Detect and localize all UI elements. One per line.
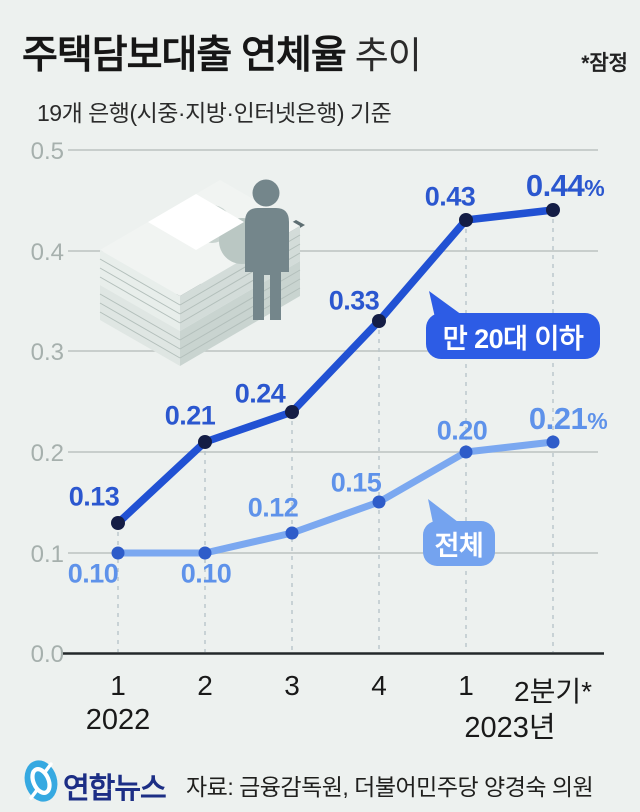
data-label-under20: 0.43: [424, 181, 476, 212]
data-label-total: 0.10: [180, 558, 232, 589]
data-label-total: 0.20: [436, 415, 488, 446]
x-tick-label: 1: [458, 670, 474, 701]
provisional-footnote: *잠정: [581, 52, 628, 75]
series-dots-under20: [111, 203, 560, 530]
data-label-under20: 0.33: [328, 285, 380, 316]
y-tick-label: 0.3: [30, 339, 64, 366]
tag-tail-total: [428, 499, 458, 528]
series-tag-under20: 만 20대 이하: [426, 313, 600, 359]
title-sub: 추이: [354, 35, 422, 76]
y-tick-label: 0.0: [30, 641, 64, 668]
data-label-total: 0.15: [330, 467, 382, 498]
x-tick-label: 2분기*: [514, 676, 592, 707]
data-label-under20: 0.24: [234, 378, 286, 409]
x-tick-label: 4: [371, 670, 387, 701]
data-label-under20-final: 0.44%: [525, 168, 605, 204]
value: 0.21: [528, 401, 588, 436]
y-tick-label: 0.4: [30, 239, 64, 266]
data-label-under20: 0.13: [68, 481, 120, 512]
x-group-label-2023: 2023년: [464, 712, 556, 744]
series-line-total: [114, 438, 557, 557]
person-icon: [245, 179, 289, 320]
title-main: 주택담보대출 연체율: [22, 34, 347, 77]
series-line-under20: [114, 206, 557, 527]
brand-name: 연합뉴스: [63, 773, 167, 805]
page-title: 주택담보대출 연체율 추이: [22, 24, 422, 80]
yonhap-logo-icon: [24, 760, 58, 802]
percent-sign: %: [584, 175, 605, 201]
y-tick-label: 0.1: [30, 541, 64, 568]
chart-subtitle: 19개 은행(시중·지방·인터넷은행) 기준: [37, 100, 392, 126]
x-tick-label: 2: [197, 670, 213, 701]
x-tick-label: 3: [284, 670, 300, 701]
series-dots-total: [111, 435, 560, 560]
data-label-total: 0.12: [247, 492, 299, 523]
series-tag-total: 전체: [423, 521, 495, 566]
value: 0.44: [525, 168, 585, 203]
percent-sign: %: [587, 408, 608, 434]
x-group-label-2022: 2022: [85, 704, 151, 736]
data-label-total-final: 0.21%: [528, 401, 608, 437]
data-label-total: 0.10: [67, 558, 119, 589]
data-label-under20: 0.21: [164, 400, 216, 431]
x-tick-label: 1: [110, 670, 126, 701]
y-tick-label: 0.2: [30, 440, 64, 467]
source-credit: 자료: 금융감독원, 더불어민주당 양경숙 의원: [186, 774, 594, 800]
y-tick-label: 0.5: [30, 138, 64, 165]
